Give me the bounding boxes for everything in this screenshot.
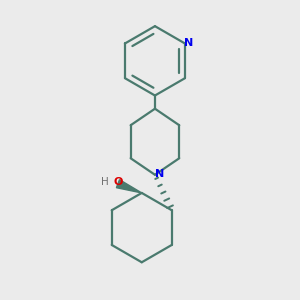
Text: N: N [154,169,164,179]
Polygon shape [116,180,142,193]
Text: N: N [184,38,194,47]
Text: H: H [101,177,109,188]
Text: O: O [113,177,122,188]
